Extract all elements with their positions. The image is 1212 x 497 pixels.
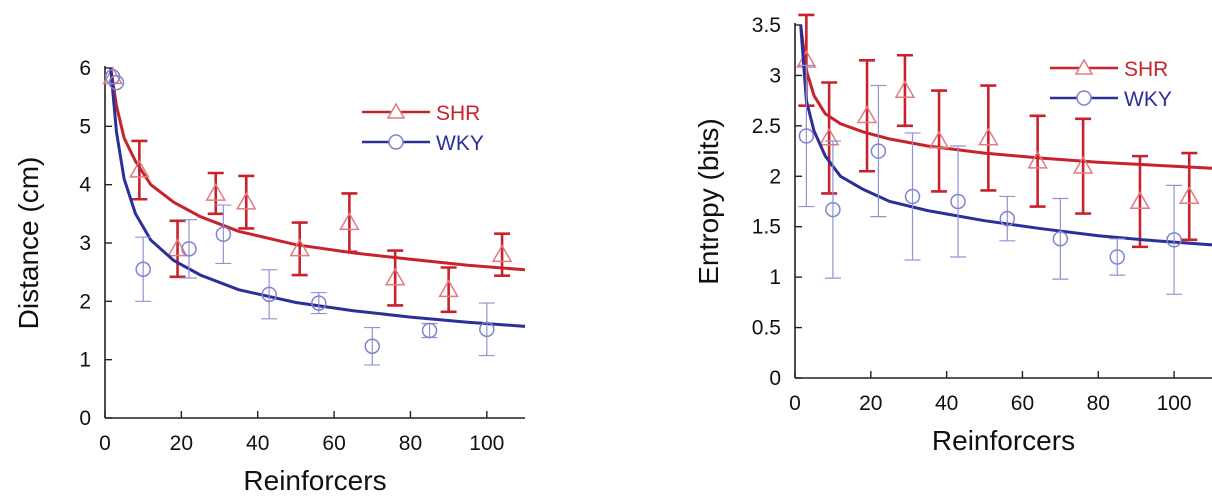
legend-item-shr: SHR [362,102,480,125]
legend-label: WKY [436,132,484,155]
x-tick-label: 40 [246,432,269,455]
data-point-circle [798,128,815,144]
y-tick-label: 1 [79,349,91,372]
y-tick-label: 6 [79,57,91,80]
x-tick-label: 20 [859,392,882,415]
x-axis-title: Reinforcers [243,465,386,496]
data-point-circle [1109,249,1125,265]
y-tick-label: 2.5 [752,115,781,138]
y-tick-label: 3 [79,232,91,255]
fit-curve-shr [799,24,1212,170]
data-point-circle [311,295,327,311]
y-tick-label: 2 [769,165,781,188]
data-point-circle [950,193,966,210]
y-tick-label: 1.5 [752,216,781,239]
data-point-triangle [235,191,257,210]
data-point-triangle [491,244,513,263]
y-tick-label: 5 [79,115,91,138]
data-point-triangle [1027,150,1048,169]
distance-chart: 0 20 40 60 80 100 0 1 2 3 4 5 6 Reinforcers Distance (… [13,57,526,496]
data-point-triangle [1072,155,1094,174]
y-tick-label: 2 [79,290,91,313]
data-point-circle [364,338,381,354]
data-point-triangle [339,212,360,231]
series-shr [102,66,526,314]
y-tick-label: 3.5 [752,14,781,37]
x-tick-label: 40 [935,392,958,415]
data-point-triangle [384,267,406,286]
x-tick-label: 60 [1011,392,1034,415]
data-point-circle [904,188,921,205]
data-point-circle [999,210,1016,227]
data-point-triangle [438,279,459,298]
data-point-triangle [818,127,840,146]
data-point-circle [181,241,197,257]
data-point-triangle [289,238,311,257]
x-axis-title: Reinforcers [932,425,1075,456]
series-wky [798,24,1212,295]
data-point-circle [421,322,438,339]
data-point-triangle [894,80,916,99]
x-tick-label: 80 [1087,392,1110,415]
legend-label: SHR [1124,58,1168,81]
data-point-circle [108,74,125,91]
y-axis-title: Distance (cm) [13,157,44,330]
legend-item-wky: WKY [1050,88,1172,111]
legend-triangle-icon [386,102,406,119]
fit-curve-shr [109,67,526,272]
fit-curve-wky [799,24,1212,247]
data-point-triangle [1129,190,1151,209]
entropy-chart: 0 20 40 60 80 100 0 0.5 1 1.5 2 2.5 3 3.5 Reinforcers E… [693,13,1212,456]
legend-item-wky: WKY [362,132,484,155]
y-axis-title: Entropy (bits) [693,118,724,285]
x-tick-label: 100 [1157,392,1192,415]
data-point-circle [870,143,887,159]
data-point-triangle [205,182,227,201]
data-point-circle [825,201,841,218]
data-point-triangle [928,130,950,149]
x-tick-label: 60 [322,432,345,455]
legend-label: WKY [1124,88,1172,111]
fit-curve-wky [109,67,526,328]
series-wky [104,67,526,366]
x-tick-label: 0 [99,432,111,455]
x-tick-label: 20 [170,432,193,455]
data-point-circle [135,261,151,277]
y-tick-label: 3 [769,64,781,87]
series-shr [796,13,1212,249]
data-point-circle [215,226,232,242]
legend-item-shr: SHR [1050,58,1168,81]
data-point-triangle [856,105,878,124]
x-tick-label: 80 [399,432,422,455]
data-point-triangle [1178,185,1200,204]
legend-circle-icon [388,134,404,150]
legend-triangle-icon [1074,58,1094,75]
x-tick-label: 100 [469,432,504,455]
data-point-circle [1052,231,1069,247]
y-tick-label: 1 [769,266,781,289]
y-tick-label: 0 [79,407,91,430]
y-tick-label: 4 [79,174,91,197]
data-point-circle [479,321,495,338]
x-tick-label: 0 [789,392,801,415]
y-tick-label: 0 [769,367,781,390]
legend-label: SHR [436,102,480,125]
y-tick-label: 0.5 [752,317,781,340]
data-point-circle [261,286,277,303]
legend-circle-icon [1076,90,1092,106]
data-point-triangle [129,159,150,178]
data-point-triangle [978,127,999,146]
data-point-circle [1166,232,1182,248]
